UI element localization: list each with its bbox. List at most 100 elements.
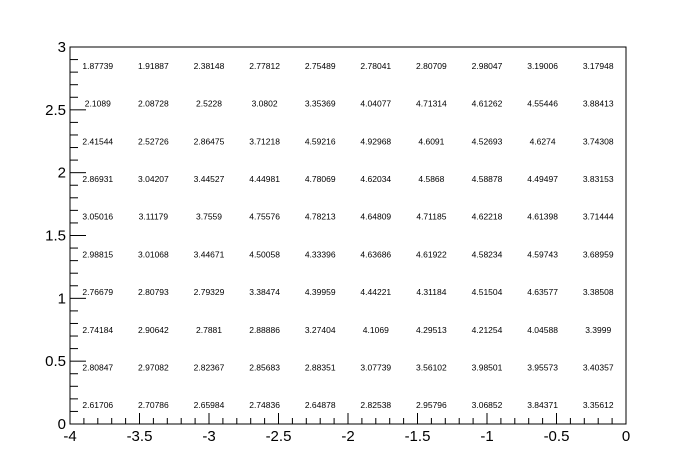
y-axis: 0 0.5 1 1.5 2 2.5 3 xyxy=(45,39,86,433)
cell-value-label: 3.17948 xyxy=(583,61,614,71)
x-tick-label: -3 xyxy=(202,428,215,445)
cell-value-label: 4.1069 xyxy=(363,325,389,335)
cell-value-label: 3.83153 xyxy=(583,174,614,184)
cell-value-label: 2.82367 xyxy=(194,362,225,372)
cell-value-label: 4.55446 xyxy=(527,99,558,109)
cell-value-label: 2.86931 xyxy=(82,174,113,184)
cell-value-label: 4.31184 xyxy=(416,287,446,297)
cell-value-label: 3.95573 xyxy=(527,362,558,372)
cell-value-label: 3.40357 xyxy=(583,362,614,372)
cell-value-label: 3.11179 xyxy=(139,212,169,222)
cell-values: 1.87739 1.91887 2.38148 2.77812 2.75489 2.780… xyxy=(82,61,613,410)
cell-value-label: 4.6091 xyxy=(418,136,444,146)
cell-value-label: 2.08728 xyxy=(138,99,169,109)
cell-value-label: 2.70786 xyxy=(138,400,169,410)
cell-value-label: 2.74836 xyxy=(249,400,280,410)
cell-value-label: 4.78213 xyxy=(305,212,336,222)
cell-value-label: 4.52693 xyxy=(472,136,503,146)
cell-value-label: 4.29513 xyxy=(416,325,447,335)
x-tick-label: -3.5 xyxy=(127,428,153,445)
x-tick-label: -2 xyxy=(341,428,354,445)
cell-value-label: 3.71444 xyxy=(583,212,614,222)
cell-value-label: 4.92968 xyxy=(360,136,391,146)
cell-value-label: 4.44221 xyxy=(360,287,391,297)
cell-value-label: 2.98047 xyxy=(472,61,503,71)
x-tick-label: -4 xyxy=(63,428,76,445)
cell-value-label: 4.33396 xyxy=(305,249,336,259)
cell-value-label: 4.59216 xyxy=(305,136,336,146)
cell-value-label: 3.35369 xyxy=(305,99,336,109)
cell-value-label: 1.91887 xyxy=(138,61,169,71)
cell-value-label: 4.49497 xyxy=(527,174,558,184)
cell-value-label: 3.35612 xyxy=(583,400,614,410)
cell-value-label: 2.97082 xyxy=(138,362,169,372)
cell-value-label: 3.3999 xyxy=(585,325,611,335)
y-tick-label: 0 xyxy=(58,416,66,433)
cell-value-label: 4.04588 xyxy=(527,325,558,335)
cell-value-label: 4.61262 xyxy=(472,99,503,109)
cell-value-label: 4.78069 xyxy=(305,174,336,184)
cell-value-label: 3.44671 xyxy=(194,249,225,259)
y-tick-label: 0.5 xyxy=(45,353,66,370)
cell-value-label: 4.75576 xyxy=(249,212,280,222)
x-tick-label: -2.5 xyxy=(266,428,292,445)
cell-value-label: 4.5868 xyxy=(418,174,444,184)
cell-value-label: 2.78041 xyxy=(360,61,391,71)
cell-value-label: 3.04207 xyxy=(138,174,169,184)
cell-value-label: 4.6274 xyxy=(530,136,556,146)
cell-value-label: 2.65984 xyxy=(194,400,225,410)
cell-value-label: 4.62218 xyxy=(472,212,503,222)
cell-value-label: 2.85683 xyxy=(249,362,280,372)
cell-value-label: 3.01068 xyxy=(138,249,169,259)
cell-value-label: 3.84371 xyxy=(527,400,558,410)
cell-value-label: 2.88351 xyxy=(305,362,336,372)
cell-value-label: 4.61398 xyxy=(527,212,558,222)
cell-value-label: 4.50058 xyxy=(249,249,280,259)
cell-value-label: 4.51504 xyxy=(472,287,503,297)
y-tick-label: 2 xyxy=(58,165,66,182)
cell-value-label: 2.74184 xyxy=(82,325,113,335)
cell-value-label: 4.21254 xyxy=(472,325,503,335)
cell-value-label: 4.58878 xyxy=(472,174,503,184)
cell-value-label: 3.19006 xyxy=(527,61,558,71)
cell-value-label: 4.71314 xyxy=(416,99,447,109)
cell-value-label: 2.79329 xyxy=(194,287,225,297)
cell-value-label: 3.74308 xyxy=(583,136,614,146)
cell-value-label: 2.80793 xyxy=(138,287,169,297)
y-tick-label: 3 xyxy=(58,39,66,56)
cell-value-label: 2.80847 xyxy=(82,362,113,372)
cell-value-label: 2.95796 xyxy=(416,400,447,410)
cell-value-label: 3.38508 xyxy=(583,287,614,297)
cell-value-label: 2.98815 xyxy=(82,249,113,259)
cell-value-label: 2.88886 xyxy=(249,325,280,335)
cell-value-label: 2.41544 xyxy=(82,136,113,146)
cell-value-label: 2.52726 xyxy=(138,136,169,146)
x-tick-label: -1 xyxy=(480,428,493,445)
cell-value-label: 2.1089 xyxy=(85,99,111,109)
cell-value-label: 2.76679 xyxy=(82,287,113,297)
cell-value-label: 4.63577 xyxy=(527,287,558,297)
cell-value-label: 2.38148 xyxy=(194,61,225,71)
cell-value-label: 4.63686 xyxy=(360,249,391,259)
cell-value-label: 4.59743 xyxy=(527,249,558,259)
cell-value-label: 2.77812 xyxy=(249,61,280,71)
cell-value-label: 2.7881 xyxy=(196,325,222,335)
cell-value-label: 3.0802 xyxy=(252,99,278,109)
cell-value-label: 3.88413 xyxy=(583,99,614,109)
cell-value-label: 3.68959 xyxy=(583,249,614,259)
cell-value-label: 4.44981 xyxy=(249,174,280,184)
cell-value-label: 3.71218 xyxy=(249,136,280,146)
cell-value-label: 2.64878 xyxy=(305,400,336,410)
cell-value-label: 3.06852 xyxy=(472,400,503,410)
cell-value-label: 2.61706 xyxy=(82,400,113,410)
cell-value-label: 4.04077 xyxy=(360,99,391,109)
x-axis: -4 -3.5 -3 -2.5 -2 -1.5 -1 -0.5 0 xyxy=(63,413,630,445)
y-tick-label: 2.5 xyxy=(45,102,66,119)
cell-value-label: 4.61922 xyxy=(416,249,447,259)
cell-value-label: 2.80709 xyxy=(416,61,447,71)
cell-value-label: 4.71185 xyxy=(416,212,446,222)
cell-value-label: 2.86475 xyxy=(194,136,225,146)
cell-value-label: 4.39959 xyxy=(305,287,336,297)
